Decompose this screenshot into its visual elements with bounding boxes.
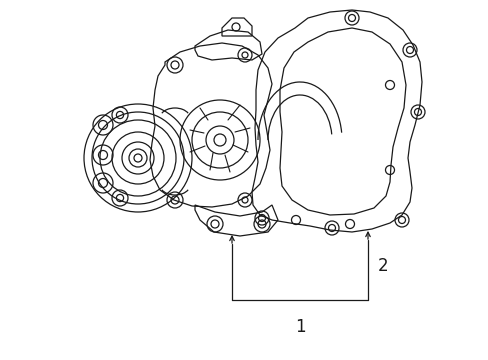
Text: 2: 2 bbox=[377, 257, 388, 275]
Text: 1: 1 bbox=[294, 318, 305, 336]
